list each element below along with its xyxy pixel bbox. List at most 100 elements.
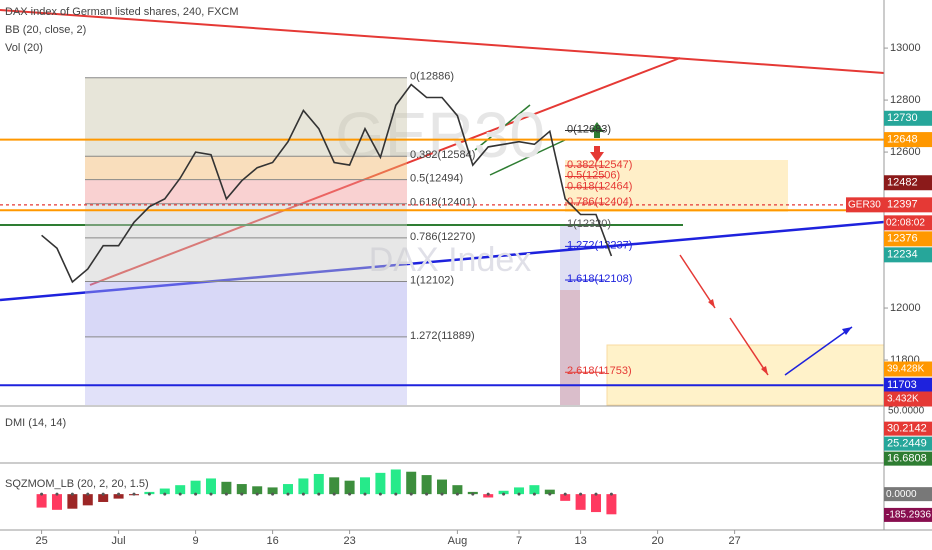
fib-label: 0(12886) (410, 71, 454, 83)
volume-tag: 3.432K (887, 394, 919, 405)
trend-line (0, 9, 885, 74)
momentum-bar (483, 494, 494, 498)
squeeze-dot (224, 492, 228, 496)
fib-band (85, 203, 407, 238)
price-tag: 12482 (887, 177, 918, 189)
fib-label: 0.786(12404) (567, 196, 632, 208)
price-tag: 12397 (887, 199, 918, 211)
momentum-bar (221, 481, 232, 495)
momentum-bar (205, 478, 216, 495)
forecast-arrow (679, 254, 716, 309)
squeeze-dot (502, 492, 506, 496)
fib-label: 0(12683) (567, 123, 611, 135)
fib-label: 1(12320) (567, 218, 611, 230)
squeeze-dot (563, 492, 567, 496)
panel-title: DMI (14, 14) (5, 417, 66, 429)
momentum-bar (390, 469, 401, 495)
momentum-bar (190, 480, 201, 495)
squeeze-dot (317, 492, 321, 496)
squeeze-dot (579, 492, 583, 496)
squeeze-dot (363, 492, 367, 496)
indicator-tag-box (884, 487, 932, 502)
fib-band (85, 281, 407, 337)
price-tag-box (884, 377, 932, 393)
squeeze-dot (532, 492, 536, 496)
fib-label: 1.272(12237) (567, 239, 632, 251)
fib-label: 1(12102) (410, 274, 454, 286)
x-tick-label: 25 (35, 535, 47, 547)
squeeze-dot (548, 492, 552, 496)
momentum-bar (544, 489, 555, 495)
indicator-tag: -185.2936 (886, 510, 931, 521)
trend-line (0, 220, 885, 302)
squeeze-dot (40, 492, 44, 496)
trend-line (89, 57, 681, 286)
momentum-bar (51, 494, 62, 510)
momentum-bar (267, 487, 278, 495)
fib-label: 0.618(12401) (410, 197, 475, 209)
momentum-bar (252, 486, 263, 495)
price-tag: 12376 (887, 233, 918, 245)
price-tag: 12234 (887, 249, 918, 261)
indicator-label: Vol (20) (5, 42, 43, 54)
momentum-bar (98, 494, 109, 502)
squeeze-dot (240, 492, 244, 496)
x-tick-label: Jul (112, 535, 126, 547)
countdown: 02:08:02 (886, 217, 925, 228)
squeeze-dot (425, 492, 429, 496)
squeeze-dot (55, 492, 59, 496)
fib-label: 0.618(12464) (567, 180, 632, 192)
squeeze-dot (86, 492, 90, 496)
fib-label: 0.786(12270) (410, 231, 475, 243)
indicator-tag-box (884, 436, 932, 451)
squeeze-dot (101, 492, 105, 496)
fib-band (85, 179, 407, 204)
y-tick-label: 12600 (890, 146, 921, 158)
indicator-tag-box (884, 421, 932, 436)
momentum-bar (67, 494, 78, 509)
projection-bar (560, 225, 580, 405)
countdown-box (884, 215, 932, 231)
price-tag: 12730 (887, 112, 918, 124)
squeeze-dot (70, 492, 74, 496)
momentum-bar (529, 485, 540, 495)
momentum-bar (313, 473, 324, 495)
x-tick-label: Aug (448, 535, 468, 547)
x-tick-label: 23 (343, 535, 355, 547)
symbol-tag: GER30 (848, 199, 881, 210)
chart-title: DAX index of German listed shares, 240, … (5, 6, 239, 18)
price-tag: 12648 (887, 133, 918, 145)
fib-label: 1.618(12108) (567, 273, 632, 285)
momentum-bar (606, 494, 617, 515)
indicator-tag: 0.0000 (886, 489, 917, 500)
squeeze-dot (471, 492, 475, 496)
fib-label: 2.618(11753) (567, 365, 632, 377)
x-tick-label: 20 (651, 535, 663, 547)
indicator-tag: 16.6808 (887, 453, 927, 465)
fib-label: 0.382(12547) (567, 159, 632, 171)
indicator-label: BB (20, close, 2) (5, 24, 86, 36)
y-tick-label: 13000 (890, 42, 921, 54)
squeeze-dot (271, 492, 275, 496)
price-tag-box (884, 110, 932, 126)
momentum-bar (344, 480, 355, 495)
squeeze-dot (147, 492, 151, 496)
momentum-bar (236, 484, 247, 495)
channel-line (474, 104, 531, 151)
momentum-bar (575, 494, 586, 510)
fib-label: 0.5(12506) (567, 169, 620, 181)
squeeze-dot (301, 492, 305, 496)
price-tag-box (884, 197, 932, 213)
squeeze-dot (117, 492, 121, 496)
forecast-arrow (784, 326, 853, 376)
fib-band (85, 237, 407, 282)
volume-tag-box (884, 391, 932, 407)
x-tick-label: 27 (728, 535, 740, 547)
momentum-bar (437, 479, 447, 495)
forecast-arrow (729, 317, 769, 376)
squeeze-dot (255, 492, 259, 496)
x-tick-label: 13 (574, 535, 586, 547)
